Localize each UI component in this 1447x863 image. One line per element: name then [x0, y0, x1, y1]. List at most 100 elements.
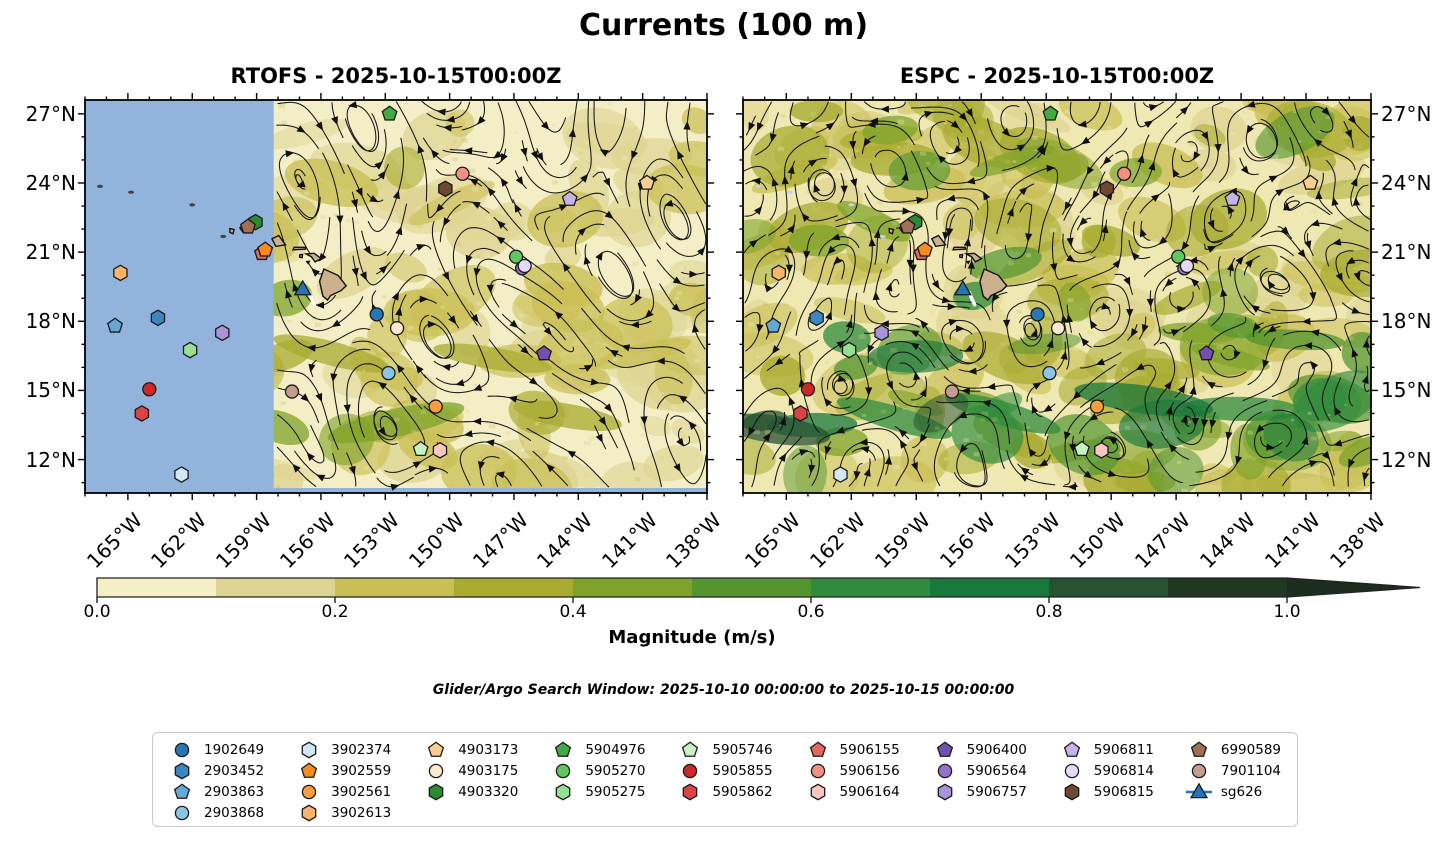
legend-item-5905275: 5905275 [550, 782, 645, 802]
lat-tick-label-left: 24°N [25, 171, 76, 195]
float-marker-5904976 [1042, 105, 1059, 121]
legend-column: 5904976 5905270 5905275 [550, 740, 645, 819]
float-marker-5906757 [874, 324, 889, 342]
hexagon-marker-icon [555, 783, 571, 801]
legend-item-7901104: 7901104 [1186, 761, 1281, 781]
legend-column: 1902649 2903452 2903863 2903868 [169, 740, 265, 821]
legend-label: 2903863 [204, 784, 265, 800]
float-marker-5905270 [1171, 249, 1186, 264]
float-marker-5906814 [1179, 258, 1195, 274]
float-marker-5906815 [438, 180, 453, 198]
float-marker-5906164 [1094, 441, 1109, 459]
float-marker-5905862 [134, 405, 150, 422]
legend-item-3902561: 3902561 [296, 782, 391, 802]
float-marker-3902561 [1089, 399, 1105, 414]
float-marker-3902561 [428, 399, 443, 414]
lat-tick-label-left: 15°N [25, 378, 76, 402]
legend-item-5906156: 5906156 [805, 761, 900, 781]
legend-column: 5906811 5906814 5906815 [1059, 740, 1154, 819]
float-marker-5906815 [1099, 180, 1115, 198]
legend-marker-5905270 [556, 763, 571, 779]
legend-item-4903173: 4903173 [423, 740, 518, 760]
float-marker-2903868 [1042, 365, 1057, 381]
hawaii-islands [97, 184, 348, 302]
lat-tick-label-left: 27°N [25, 102, 76, 126]
float-marker-5905855 [142, 382, 157, 397]
legend-item-3902559: 3902559 [296, 761, 391, 781]
legend-label: 5906811 [1093, 742, 1154, 758]
float-marker-sg626 [953, 279, 972, 296]
colorbar-tick-label: 0.0 [83, 602, 111, 622]
legend-label: 2903452 [204, 763, 265, 779]
pentagon-marker-icon [936, 741, 953, 757]
float-marker-3902613 [771, 264, 786, 282]
legend-label: 4903173 [458, 742, 519, 758]
float-marker-3902559 [257, 241, 274, 257]
lat-tick-label-right: 21°N [1381, 240, 1432, 264]
legend-marker-5906815 [1064, 783, 1080, 801]
legend-item-1902649: 1902649 [169, 740, 264, 760]
pentagon-marker-icon [173, 783, 191, 799]
legend-label: 5906164 [839, 784, 900, 800]
hexagon-marker-icon [1064, 783, 1080, 801]
legend-label: 3902559 [331, 763, 392, 779]
lat-tick-label-right: 15°N [1381, 378, 1432, 402]
float-marker-4903173 [1302, 174, 1319, 190]
colorbar-svg [96, 577, 1421, 603]
float-marker-5906156 [1116, 166, 1132, 181]
legend-item-5905862: 5905862 [677, 782, 773, 802]
float-marker-3902374 [174, 466, 189, 483]
legend-item-5906400: 5906400 [932, 740, 1027, 760]
lat-tick-label-left: 12°N [25, 448, 76, 472]
legend-label: 5905855 [712, 763, 773, 779]
colorbar-tick-label: 1.0 [1273, 602, 1301, 622]
legend-item-4903320: 4903320 [423, 782, 518, 802]
legend-item-2903452: 2903452 [169, 761, 264, 781]
colorbar-tick-label: 0.2 [321, 602, 349, 622]
float-marker-5905855 [800, 382, 816, 397]
float-marker-5906156 [455, 166, 470, 181]
legend-marker-2903452 [174, 762, 190, 780]
float-marker-3902559 [916, 241, 933, 257]
legend-item-6990589: 6990589 [1186, 740, 1281, 760]
hexagon-marker-icon [428, 783, 444, 801]
float-marker-5906757 [215, 324, 230, 342]
float-marker-1902649 [369, 307, 384, 322]
legend-marker-5904976 [555, 741, 572, 757]
hexagon-marker-icon [683, 783, 698, 801]
colorbar-tick-label: 0.8 [1035, 602, 1063, 622]
legend-item-2903868: 2903868 [169, 803, 264, 823]
pentagon-marker-icon [1190, 741, 1207, 757]
rtofs-svg [78, 93, 714, 500]
float-marker-3902374 [833, 466, 848, 483]
float-marker-2903452 [150, 309, 166, 327]
legend-label: 5905270 [585, 763, 646, 779]
float-marker-7901104 [284, 384, 300, 399]
axis-ticks [736, 93, 1378, 500]
legend-item-sg626: sg626 [1185, 782, 1281, 802]
search-window-subtitle: Glider/Argo Search Window: 2025-10-10 00… [432, 682, 1015, 698]
float-marker-5906400 [1198, 345, 1215, 361]
float-marker-4903173 [638, 174, 655, 190]
circle-marker-icon [301, 784, 317, 800]
legend-marker-3902559 [300, 762, 318, 778]
legend-item-5906811: 5906811 [1059, 740, 1154, 760]
legend-label: 5906155 [839, 742, 900, 758]
legend-item-5905270: 5905270 [550, 761, 645, 781]
legend-item-3902613: 3902613 [296, 803, 391, 823]
float-marker-5906814 [517, 258, 532, 274]
float-marker-6990589 [899, 218, 916, 234]
triangle-marker-icon [1185, 782, 1212, 799]
legend-marker-5906757 [937, 783, 952, 801]
legend-label: 7901104 [1220, 763, 1281, 779]
pentagon-marker-icon [1063, 741, 1080, 757]
hexagon-marker-icon [174, 762, 190, 780]
espc-svg [736, 93, 1378, 500]
legend-label: 6990589 [1220, 742, 1281, 758]
legend-marker-3902561 [301, 784, 317, 800]
float-marker-sg626 [293, 279, 312, 296]
lat-tick-label-right: 12°N [1381, 448, 1432, 472]
legend-marker-3902374 [301, 741, 317, 759]
float-marker-3902613 [113, 264, 128, 282]
colorbar-tick-label: 0.4 [559, 602, 587, 622]
